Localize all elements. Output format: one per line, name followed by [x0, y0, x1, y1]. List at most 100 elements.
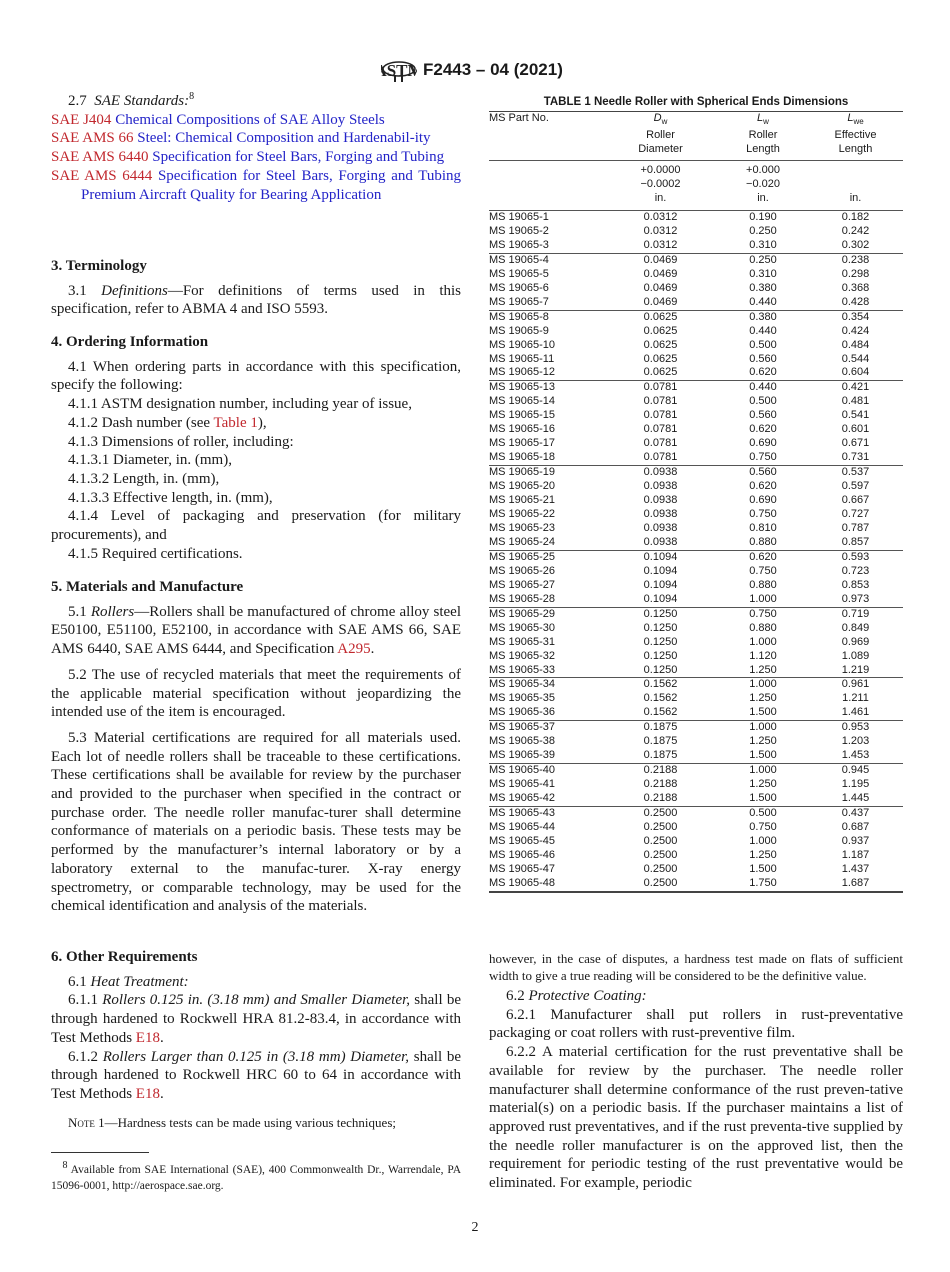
table-1-link[interactable]: Table 1 — [213, 414, 258, 431]
part-number-cell: MS 19065-10 — [489, 338, 556, 351]
para-4-1-3: 4.1.3 Dimensions of roller, including: — [68, 433, 294, 450]
effective-length-cell: 0.719 — [808, 606, 903, 622]
table-row: MS 19065-46 0.2500 1.250 1.187 — [489, 849, 903, 863]
para-text: shall be through hardened to Rockwell HR… — [51, 1048, 461, 1102]
roller-length-cell: 0.750 — [749, 820, 777, 833]
part-number-cell: MS 19065-38 — [489, 735, 556, 748]
roller-diameter-cell: 0.2500 — [643, 820, 678, 833]
table-caption: TABLE 1 Needle Roller with Spherical End… — [543, 96, 849, 108]
para-head: Rollers 0.125 in. (3.18 mm) and Smaller … — [102, 992, 411, 1009]
roller-length-cell: 1.250 — [749, 848, 777, 861]
roller-diameter-cell: 0.0625 — [643, 352, 678, 365]
ref-title[interactable]: Steel: Chemical Composition and Hardenab… — [137, 130, 431, 147]
roller-diameter-cell: 0.0469 — [643, 267, 678, 280]
effective-length-cell: 0.368 — [841, 281, 870, 294]
a295-link[interactable]: A295 — [337, 641, 371, 658]
roller-length-cell: 0.620 — [749, 480, 777, 493]
roller-length-cell: 1.250 — [749, 663, 777, 676]
effective-length-cell: 1.437 — [841, 862, 870, 875]
roller-diameter-cell: 0.2188 — [643, 792, 678, 805]
table-header-row: MS Part No. Dw Lw Lwe — [489, 111, 903, 130]
table-row: MS 19065-30 0.1250 0.880 0.849 — [489, 622, 903, 636]
header-label: Diameter — [638, 143, 683, 156]
effective-length-cell: 0.853 — [841, 578, 870, 591]
table-row: MS 19065-12 0.0625 0.620 0.604 — [489, 366, 903, 380]
header-subscript: w — [661, 117, 668, 127]
roller-length-cell: 0.560 — [749, 352, 777, 365]
section-3: 3. Terminology 3.1 Definitions—For defin… — [51, 257, 461, 319]
part-number-cell: MS 19065-30 — [489, 621, 556, 634]
note-label: Note — [68, 1114, 95, 1130]
table-row: MS 19065-24 0.0938 0.880 0.857 — [489, 536, 903, 550]
para-5-3: 5.3 Material certifications are required… — [51, 729, 461, 915]
table-row: MS 19065-22 0.0938 0.750 0.727 — [489, 508, 903, 522]
ref-sae-j404[interactable]: SAE J404 Chemical Compositions of SAE Al… — [51, 111, 461, 130]
tolerance-minus — [808, 178, 903, 192]
e18-link[interactable]: E18 — [135, 1085, 160, 1102]
effective-length-cell: 0.601 — [841, 423, 870, 436]
roller-diameter-cell: 0.0938 — [643, 494, 678, 507]
effective-length-cell: 0.731 — [841, 451, 870, 464]
roller-length-cell: 0.750 — [749, 508, 777, 521]
ref-title[interactable]: Chemical Compositions of SAE Alloy Steel… — [115, 111, 385, 128]
table-row: MS 19065-11 0.0625 0.560 0.544 — [489, 353, 903, 367]
effective-length-cell: 0.723 — [841, 564, 870, 577]
ref-title[interactable]: Specification for Steel Bars, Forging an… — [152, 149, 445, 166]
effective-length-cell: 0.481 — [841, 395, 870, 408]
roller-length-cell: 0.750 — [749, 564, 777, 577]
svg-text:ASTM: ASTM — [381, 61, 417, 80]
part-number-cell: MS 19065-22 — [489, 508, 556, 521]
ref-code[interactable]: SAE AMS 6444 — [51, 167, 153, 184]
ref-sae-ams-6440[interactable]: SAE AMS 6440 Specification for Steel Bar… — [51, 148, 461, 167]
part-number-cell: MS 19065-28 — [489, 592, 556, 605]
ref-title[interactable]: Specification for Steel Bars, Forging an… — [81, 167, 462, 203]
ref-code[interactable]: SAE AMS 66 — [51, 130, 134, 147]
table-row: MS 19065-36 0.1562 1.500 1.461 — [489, 706, 903, 720]
ref-code[interactable]: SAE AMS 6440 — [51, 149, 149, 166]
roller-length-cell: 1.000 — [718, 763, 808, 779]
roller-length-cell: 1.750 — [718, 876, 808, 893]
part-number-cell: MS 19065-6 — [489, 281, 549, 294]
para-3-1: 3.1 Definitions—For definitions of terms… — [51, 282, 461, 319]
section-2-7: 2.7 SAE Standards:8 SAE J404 Chemical Co… — [51, 92, 461, 204]
roller-diameter-cell: 0.0625 — [643, 366, 678, 379]
para-6-2: 6.2 Protective Coating: — [489, 987, 903, 1006]
effective-length-cell: 1.461 — [841, 706, 870, 719]
effective-length-cell: 0.182 — [808, 209, 903, 225]
part-number-cell: MS 19065-29 — [489, 606, 603, 622]
heading-ordering-information: 4. Ordering Information — [51, 334, 209, 350]
table-row: MS 19065-42 0.2188 1.500 1.445 — [489, 792, 903, 806]
table-row: MS 19065-8 0.0625 0.380 0.354 — [489, 309, 903, 325]
ref-code[interactable]: SAE J404 — [51, 111, 112, 128]
part-number-cell: MS 19065-37 — [489, 720, 603, 736]
roller-diameter-cell: 0.0469 — [603, 252, 718, 268]
tolerance-plus: +0.000 — [718, 160, 808, 179]
table-row: MS 19065-23 0.0938 0.810 0.787 — [489, 522, 903, 536]
para-text: shall be through hardened to Rockwell HR… — [51, 992, 461, 1046]
footnote-ref[interactable]: 8 — [189, 91, 195, 102]
roller-diameter-cell: 0.0312 — [643, 238, 678, 251]
para-6-1-2: 6.1.2 Rollers Larger than 0.125 in (3.18… — [51, 1048, 461, 1104]
effective-length-cell: 0.604 — [841, 366, 870, 379]
effective-length-cell: 1.187 — [841, 848, 870, 861]
document-designation: F2443 – 04 (2021) — [423, 60, 563, 79]
roller-length-cell: 0.250 — [718, 252, 808, 268]
header-label: Roller — [748, 129, 778, 142]
roller-diameter-cell: 0.0625 — [643, 324, 678, 337]
roller-length-cell: 0.310 — [749, 267, 777, 280]
roller-diameter-cell: 0.0781 — [643, 437, 678, 450]
roller-length-cell: 0.880 — [749, 621, 777, 634]
table-row: MS 19065-43 0.2500 0.500 0.437 — [489, 806, 903, 821]
e18-link[interactable]: E18 — [135, 1029, 160, 1046]
part-number-cell: MS 19065-43 — [489, 806, 603, 821]
ref-sae-ams-66[interactable]: SAE AMS 66 Steel: Chemical Composition a… — [51, 129, 461, 148]
table-header-row: Diameter Length Length — [489, 143, 903, 161]
table-row: MS 19065-4 0.0469 0.250 0.238 — [489, 252, 903, 268]
roller-diameter-cell: 0.1562 — [603, 677, 718, 693]
col-header-part-no: MS Part No. — [489, 111, 603, 130]
tolerance-minus: −0.020 — [746, 178, 780, 191]
ref-sae-ams-6444[interactable]: SAE AMS 6444 Specification for Steel Bar… — [51, 167, 461, 204]
para-5-2: 5.2 The use of recycled materials that m… — [51, 666, 461, 721]
table-row: MS 19065-6 0.0469 0.380 0.368 — [489, 282, 903, 296]
